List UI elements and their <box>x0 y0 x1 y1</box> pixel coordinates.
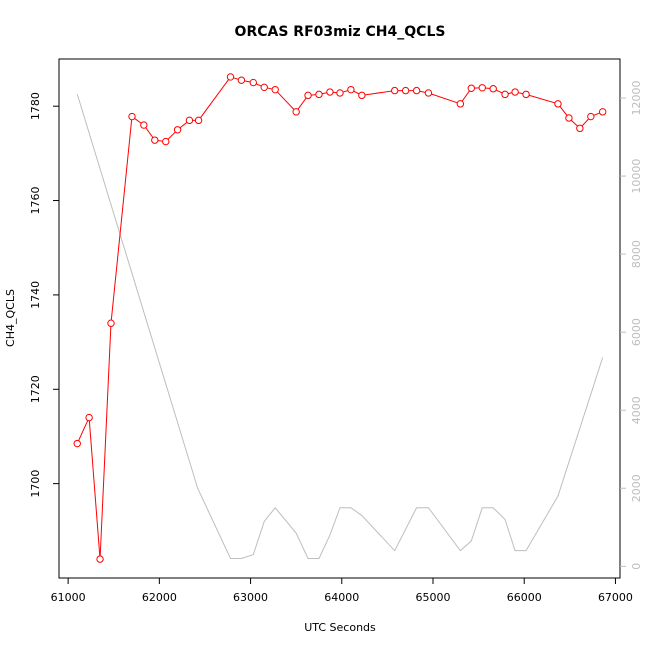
ch4-point <box>162 137 170 146</box>
y2-axis: 0 2000 4000 6000 8000 10000 12000 <box>620 81 643 570</box>
y2-tick-label: 4000 <box>630 396 643 424</box>
ch4-point <box>336 89 344 97</box>
ch4-point <box>107 319 115 327</box>
ch4-point <box>292 108 300 116</box>
y2-tick-label: 0 <box>630 563 643 570</box>
ch4-point <box>598 108 607 116</box>
ch4-point <box>489 85 497 93</box>
ch4-point <box>501 90 509 99</box>
x-tick-label: 61000 <box>51 591 86 604</box>
x-tick-label: 65000 <box>416 591 451 604</box>
ch4-point <box>128 112 136 121</box>
ch4-point <box>511 88 519 96</box>
y2-tick-label: 8000 <box>630 240 643 268</box>
x-axis: 61000 62000 63000 64000 65000 66000 67000 <box>51 578 633 604</box>
ch4-point <box>347 85 355 94</box>
ch4-point <box>478 84 486 92</box>
plot-area-border <box>58 58 621 579</box>
y-tick-label: 1780 <box>29 92 42 120</box>
ch4-point <box>401 86 410 95</box>
y-tick-label: 1760 <box>29 187 42 215</box>
x-tick-label: 63000 <box>233 591 268 604</box>
y2-tick-label: 12000 <box>630 81 643 116</box>
ch4-point <box>271 85 279 94</box>
ch4-point <box>85 413 93 422</box>
y2-tick-label: 2000 <box>630 474 643 502</box>
ch4-point <box>467 84 476 92</box>
series-layer <box>73 73 607 563</box>
y-axis-title: CH4_QCLS <box>4 289 17 347</box>
chart-title: ORCAS RF03miz CH4_QCLS <box>235 24 446 40</box>
ch4-point <box>315 90 323 99</box>
ch4-point <box>185 116 194 125</box>
ch4-point <box>73 439 81 448</box>
ch4-point <box>304 91 312 100</box>
ch4-point <box>249 78 257 87</box>
ch4-point <box>576 124 584 133</box>
ch4-point <box>194 116 203 125</box>
ch4-point <box>456 100 465 108</box>
y-axis: 1700 1720 1740 1760 1780 <box>29 92 59 498</box>
ch4-point <box>424 89 433 97</box>
ch4-point <box>522 90 530 99</box>
y-tick-label: 1720 <box>29 375 42 403</box>
ch4-point <box>554 100 562 108</box>
ch4-point <box>226 73 235 81</box>
ch4-point <box>173 126 182 134</box>
ch4-point <box>151 136 159 144</box>
ch4-point <box>237 76 246 84</box>
ch4-point <box>412 86 421 95</box>
x-tick-label: 66000 <box>507 591 542 604</box>
y2-tick-label: 10000 <box>630 159 643 194</box>
ch4-point <box>140 121 148 129</box>
y-tick-label: 1740 <box>29 281 42 309</box>
ch4-point <box>390 86 399 95</box>
ch4-point <box>358 91 366 100</box>
ch4-point <box>587 112 595 121</box>
y2-tick-label: 6000 <box>630 318 643 346</box>
ch4-point <box>260 83 268 92</box>
ch4-line <box>76 76 603 560</box>
ch4-point <box>96 555 104 563</box>
y-tick-label: 1700 <box>29 470 42 498</box>
x-tick-label: 67000 <box>598 591 633 604</box>
ch4-point <box>565 114 573 122</box>
x-tick-label: 64000 <box>324 591 359 604</box>
ch4-point <box>326 88 334 96</box>
altitude-line <box>76 93 604 559</box>
x-tick-label: 62000 <box>142 591 177 604</box>
x-axis-title: UTC Seconds <box>304 621 376 634</box>
